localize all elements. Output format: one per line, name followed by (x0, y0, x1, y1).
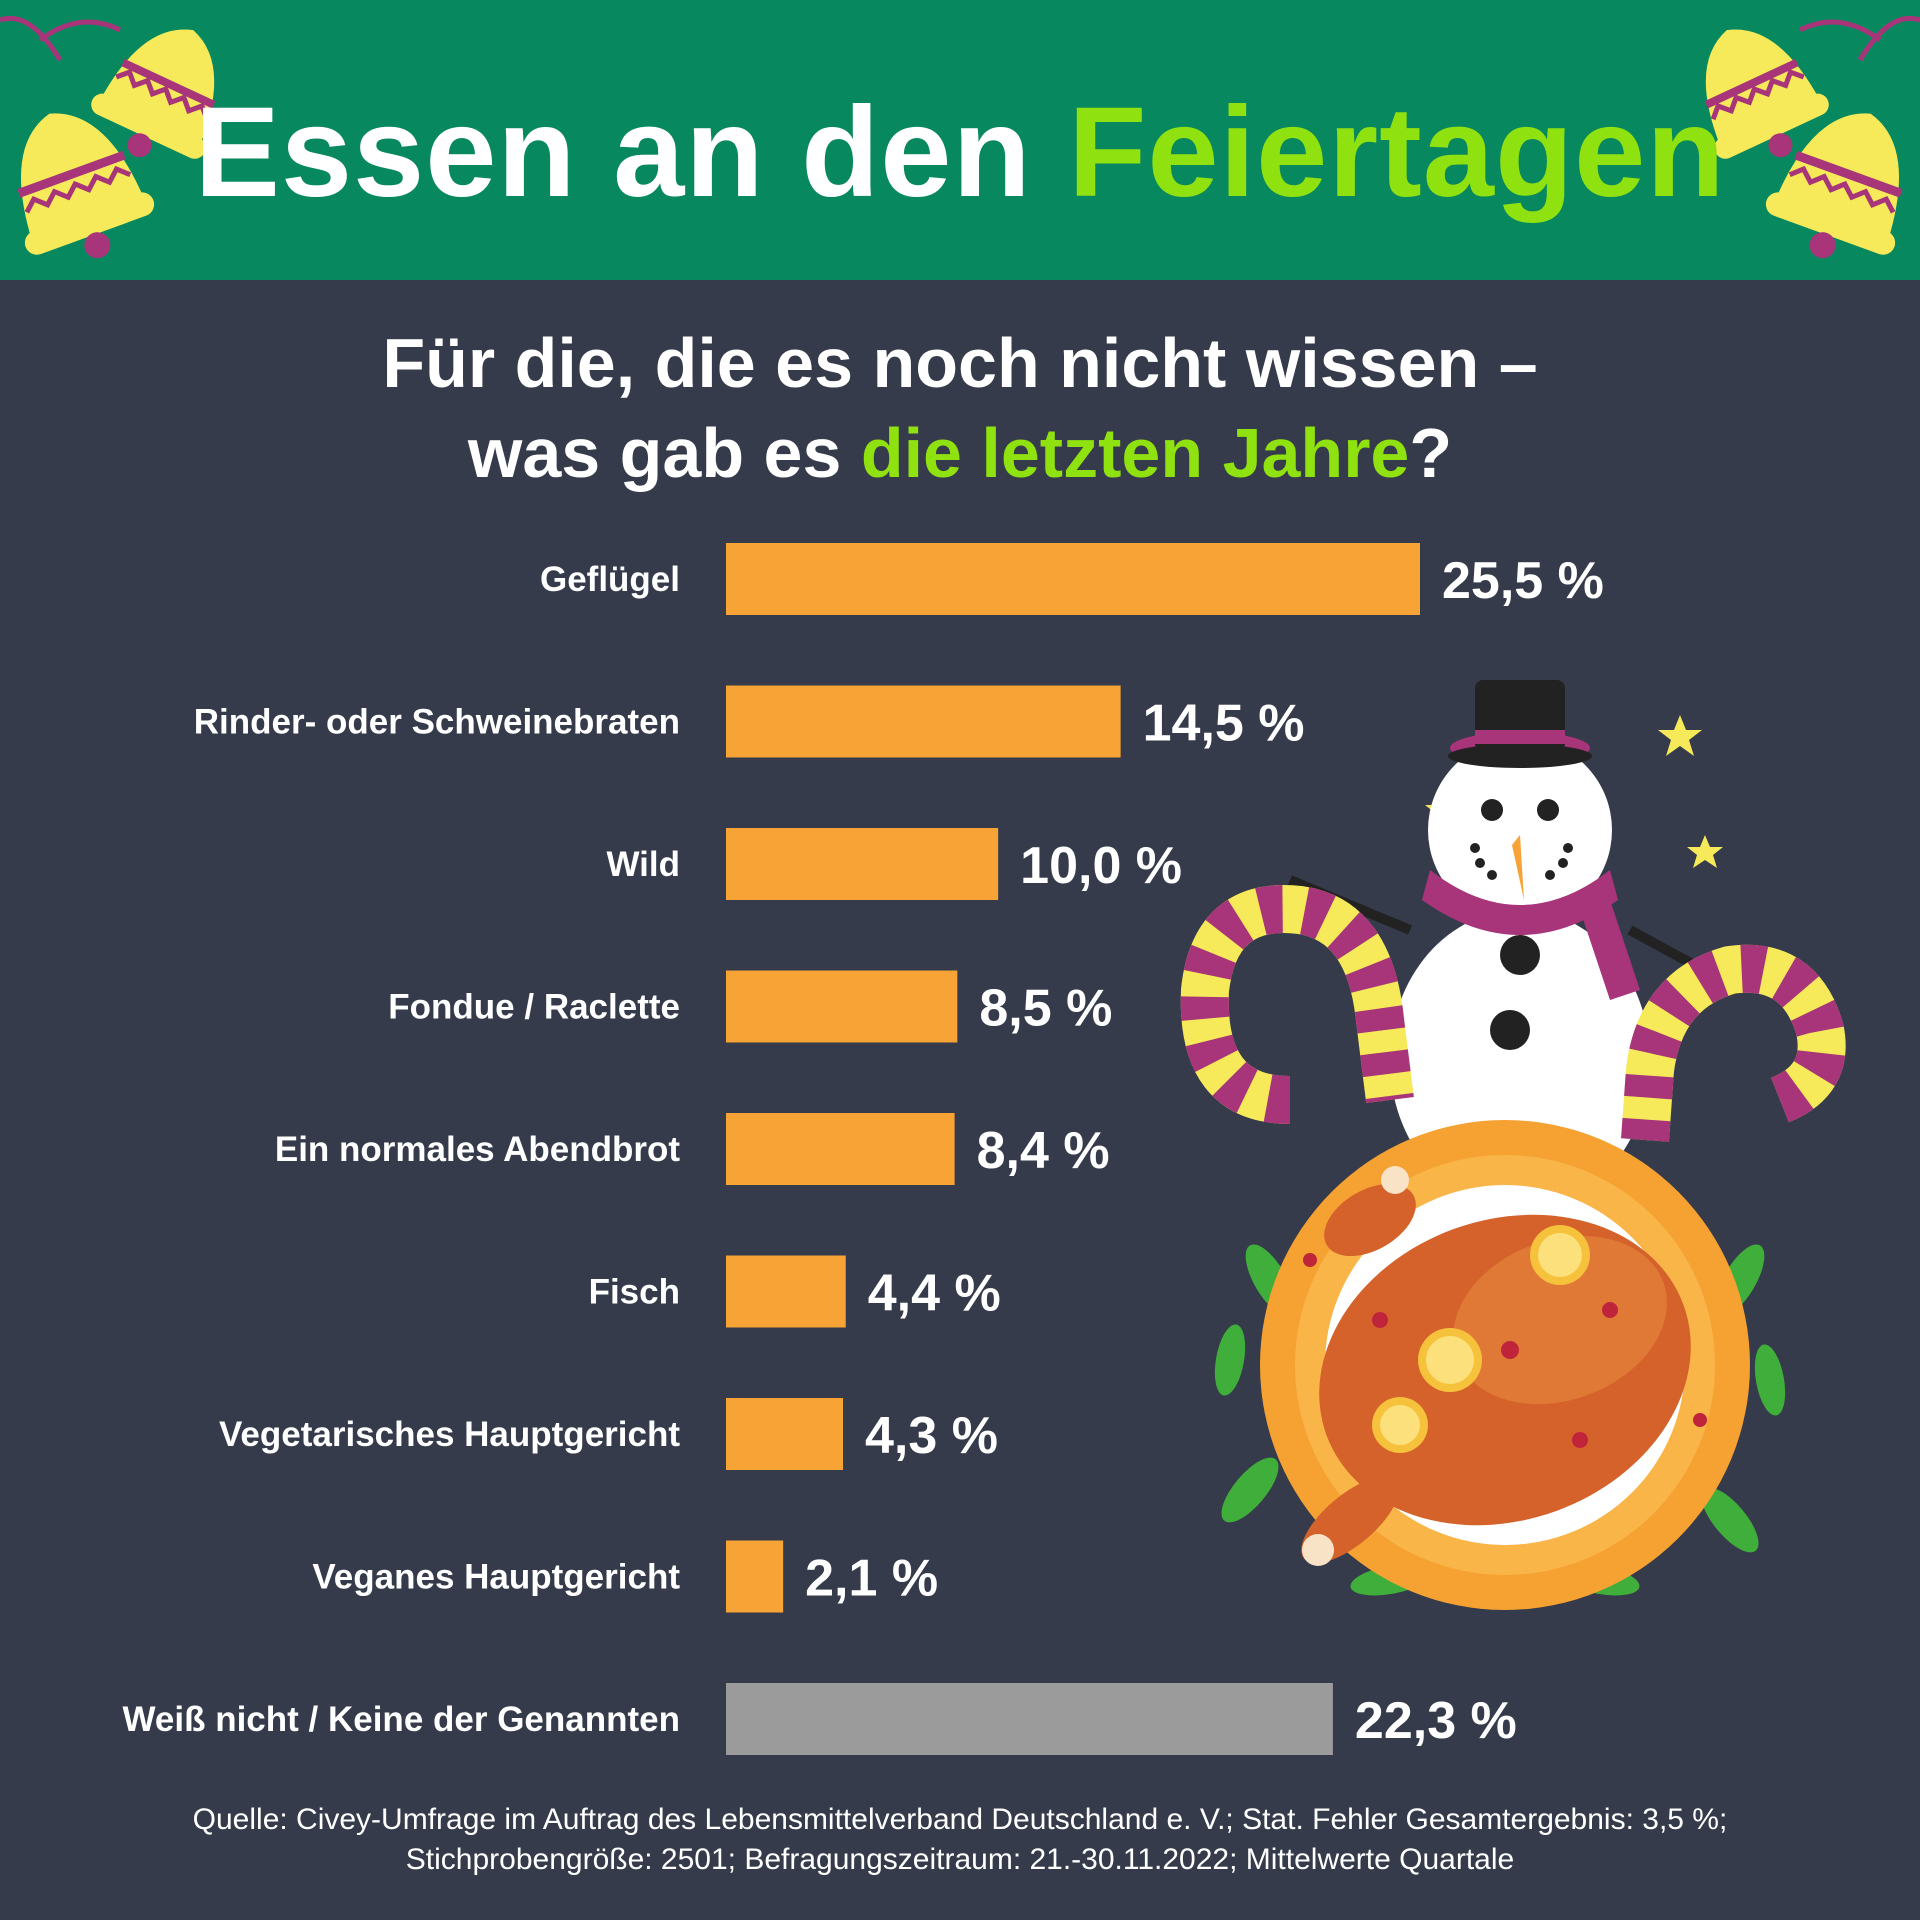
value-label: 22,3 % (1355, 1692, 1517, 1750)
value-label: 8,5 % (979, 980, 1112, 1038)
subtitle-line-2: was gab es die letzten Jahre? (0, 408, 1920, 498)
bar (726, 685, 1121, 758)
value-label: 14,5 % (1143, 695, 1305, 753)
category-label: Fisch (589, 1273, 680, 1312)
candy-cane-icon (1621, 944, 1846, 1142)
bar (726, 970, 958, 1043)
source-line-1: Quelle: Civey-Umfrage im Auftrag des Leb… (192, 1803, 1728, 1836)
bar (726, 828, 999, 900)
snowman-roast-turkey-illustration (1180, 680, 1846, 1610)
category-label: Geflügel (540, 560, 680, 599)
title-main: Essen an den (194, 81, 1069, 224)
category-label: Rinder- oder Schweinebraten (194, 703, 680, 742)
value-label: 4,4 % (868, 1265, 1001, 1323)
candy-cane-icon (1180, 885, 1414, 1124)
bar (726, 1255, 846, 1328)
christmas-bells-icon (0, 15, 216, 259)
category-label: Wild (606, 845, 680, 884)
chart-subtitle: Für die, die es noch nicht wissen – was … (0, 318, 1920, 498)
category-label: Weiß nicht / Keine der Genannten (123, 1700, 681, 1739)
page-title: Essen an den Feiertagen (0, 78, 1920, 228)
christmas-bells-icon (1704, 15, 1920, 259)
bar (726, 1113, 955, 1185)
bar (726, 1683, 1333, 1755)
bar (726, 1540, 784, 1613)
category-label: Veganes Hauptgericht (312, 1558, 680, 1597)
category-label: Vegetarisches Hauptgericht (219, 1415, 680, 1454)
value-label: 4,3 % (865, 1407, 998, 1465)
value-label: 10,0 % (1020, 837, 1182, 895)
value-label: 8,4 % (977, 1122, 1110, 1180)
category-label: Ein normales Abendbrot (275, 1130, 680, 1169)
source-note: Quelle: Civey-Umfrage im Auftrag des Leb… (0, 1800, 1920, 1880)
value-label: 2,1 % (805, 1550, 938, 1608)
bar (726, 543, 1420, 615)
header-band: Essen an den Feiertagen (0, 0, 1920, 280)
subtitle-end: ? (1409, 414, 1453, 492)
value-label: 25,5 % (1442, 552, 1604, 610)
subtitle-accent: die letzten Jahre (860, 414, 1410, 492)
bar (726, 1398, 844, 1470)
source-line-2: Stichprobengröße: 2501; Befragungszeitra… (405, 1843, 1515, 1876)
title-accent: Feiertagen (1068, 81, 1726, 224)
subtitle-main: was gab es (467, 414, 861, 492)
subtitle-line-1: Für die, die es noch nicht wissen – (382, 324, 1538, 402)
category-label: Fondue / Raclette (388, 988, 680, 1027)
